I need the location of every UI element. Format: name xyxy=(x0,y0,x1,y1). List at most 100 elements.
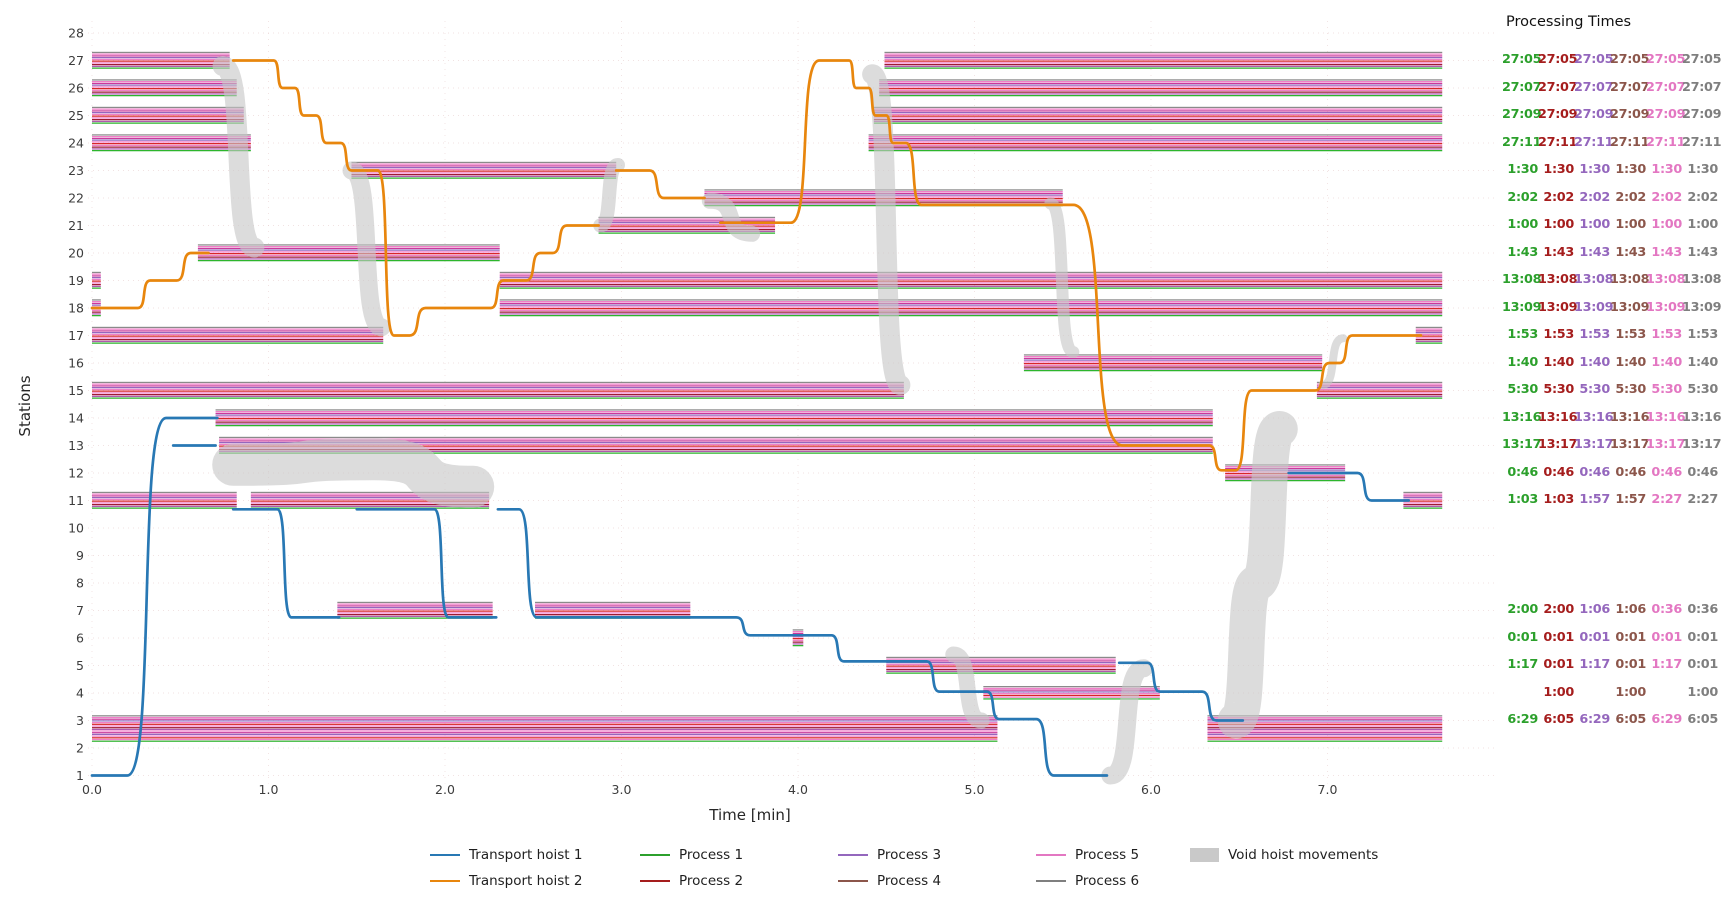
process-bar xyxy=(499,271,1443,289)
processing-time-value: 1:00 xyxy=(1507,217,1538,232)
processing-time-value: 1:03 xyxy=(1543,492,1574,507)
process-bar xyxy=(92,106,244,124)
processing-time-value: 27:11 xyxy=(1646,134,1686,150)
processing-time-value: 27:09 xyxy=(1646,107,1686,122)
void-movement-band xyxy=(862,64,911,395)
station-tick-label: 18 xyxy=(68,300,84,315)
time-tick-label: 7.0 xyxy=(1318,782,1338,797)
station-tick-label: 27 xyxy=(68,53,84,68)
processing-time-value: 13:16 xyxy=(1574,409,1614,425)
time-tick-label: 4.0 xyxy=(788,782,808,797)
processing-time-value: 1:30 xyxy=(1651,162,1682,177)
processing-time-value: 27:05 xyxy=(1574,52,1614,67)
processing-time-value: 27:07 xyxy=(1574,79,1614,95)
hoist-trajectory-segment xyxy=(90,416,219,777)
processing-time-value: 1:53 xyxy=(1615,327,1646,342)
processing-time-value: 27:05 xyxy=(1646,52,1686,67)
processing-time-value: 0:46 xyxy=(1687,464,1718,480)
processing-time-value: 13:16 xyxy=(1502,409,1542,425)
processing-time-value: 0:46 xyxy=(1507,464,1538,480)
processing-times-row: 27:09 27:09 27:09 27:09 27:09 27:09 xyxy=(1502,107,1724,122)
processing-time-value: 0:01 xyxy=(1579,629,1610,645)
station-tick-label: 15 xyxy=(68,383,84,398)
processing-time-value: 1:40 xyxy=(1687,354,1718,370)
processing-time-value: 13:16 xyxy=(1682,409,1722,425)
processing-time-value: 1:00 xyxy=(1543,684,1574,700)
processing-time-value: 13:08 xyxy=(1646,272,1686,287)
processing-time-value: 27:05 xyxy=(1610,52,1650,67)
legend-patch-swatch xyxy=(1190,848,1219,862)
processing-time-value: 1:30 xyxy=(1615,162,1646,177)
processing-times-row: 1:00 1:00 1:00 1:00 1:00 1:00 xyxy=(1502,217,1724,232)
process-bar xyxy=(92,381,904,399)
process-bar xyxy=(92,271,101,289)
processing-time-value: 0:46 xyxy=(1543,464,1574,480)
process-bar xyxy=(1316,381,1443,399)
hoist-trajectory-segment xyxy=(1287,471,1411,502)
processing-time-value: 27:11 xyxy=(1502,134,1542,150)
legend-item: Process 4 xyxy=(838,872,941,890)
process-bar xyxy=(351,161,617,179)
processing-time-value: 13:09 xyxy=(1682,299,1722,315)
legend-label: Process 3 xyxy=(877,847,942,863)
process-bar xyxy=(215,409,1213,427)
processing-times-row: 27:11 27:11 27:11 27:11 27:11 27:11 xyxy=(1502,135,1724,150)
station-tick-label: 24 xyxy=(68,135,84,150)
legend-item: Process 5 xyxy=(1036,846,1139,864)
processing-times-row: 1:53 1:53 1:53 1:53 1:53 1:53 xyxy=(1502,327,1724,342)
x-tick-labels: 0.0 1.0 2.0 3.0 4.0 5.0 6.0 7.0 xyxy=(82,782,1337,797)
processing-time-value: 27:07 xyxy=(1646,79,1686,95)
processing-time-value: 13:09 xyxy=(1574,299,1614,315)
processing-time-value: 13:08 xyxy=(1502,272,1542,287)
processing-time-value: 1:17 xyxy=(1507,657,1538,672)
processing-time-value: 1:40 xyxy=(1507,354,1538,370)
hoist-trajectory-segment xyxy=(614,169,706,200)
processing-time-value: 0:46 xyxy=(1615,464,1646,480)
legend-line-swatch xyxy=(1036,854,1066,856)
processing-times-row: 27:05 27:05 27:05 27:05 27:05 27:05 xyxy=(1502,52,1724,67)
processing-time-value: 1:00 xyxy=(1615,217,1646,232)
processing-times-row: 1:00 1:00 1:00 xyxy=(1502,685,1724,700)
processing-time-value: 27:05 xyxy=(1502,52,1542,67)
processing-time-value: 1:00 xyxy=(1651,217,1682,232)
station-tick-label: 14 xyxy=(68,410,84,425)
station-tick-label: 25 xyxy=(68,108,84,123)
hoist-trajectory-segment xyxy=(231,59,600,337)
station-tick-label: 1 xyxy=(76,768,84,783)
processing-time-value: 27:07 xyxy=(1610,79,1650,95)
processing-time-value: 27:11 xyxy=(1574,134,1614,150)
processing-time-value: 0:01 xyxy=(1615,657,1646,672)
processing-times-title: Processing Times xyxy=(1506,14,1632,30)
legend-item: Void hoist movements xyxy=(1190,846,1378,864)
legend-line-swatch xyxy=(838,854,868,856)
station-tick-label: 8 xyxy=(76,575,84,590)
processing-time-value: 1:40 xyxy=(1543,354,1574,370)
processing-time-value: 13:17 xyxy=(1574,437,1614,452)
processing-time-value: 2:00 xyxy=(1543,602,1574,617)
processing-time-value: 0:01 xyxy=(1543,657,1574,672)
hoist1-line xyxy=(90,416,1411,777)
processing-time-value: 1:53 xyxy=(1579,327,1610,342)
processing-time-value: 0:01 xyxy=(1615,629,1646,645)
legend-label: Process 1 xyxy=(679,847,744,863)
process-bar xyxy=(879,79,1443,97)
processing-time-value: 27:05 xyxy=(1682,52,1722,67)
legend-label: Process 4 xyxy=(877,873,942,889)
processing-times-row: 1:30 1:30 1:30 1:30 1:30 1:30 xyxy=(1502,162,1724,177)
processing-time-value: 1:30 xyxy=(1507,162,1538,177)
processing-time-value: 5:30 xyxy=(1615,382,1646,397)
void-movement-band xyxy=(701,192,761,242)
legend-label: Transport hoist 2 xyxy=(469,873,583,889)
processing-time-value: 13:08 xyxy=(1574,272,1614,287)
process-bar xyxy=(92,715,998,742)
process-bar xyxy=(197,244,500,262)
legend-item: Process 2 xyxy=(640,872,743,890)
void-movement-band xyxy=(212,438,495,508)
processing-time-value: 1:43 xyxy=(1687,244,1718,260)
legend-label: Process 2 xyxy=(679,873,744,889)
time-tick-label: 5.0 xyxy=(965,782,985,797)
processing-time-value: 1:40 xyxy=(1615,354,1646,370)
hoist-trajectory-segment xyxy=(231,507,341,619)
legend-line-swatch xyxy=(430,880,460,882)
legend-item: Process 1 xyxy=(640,846,743,864)
